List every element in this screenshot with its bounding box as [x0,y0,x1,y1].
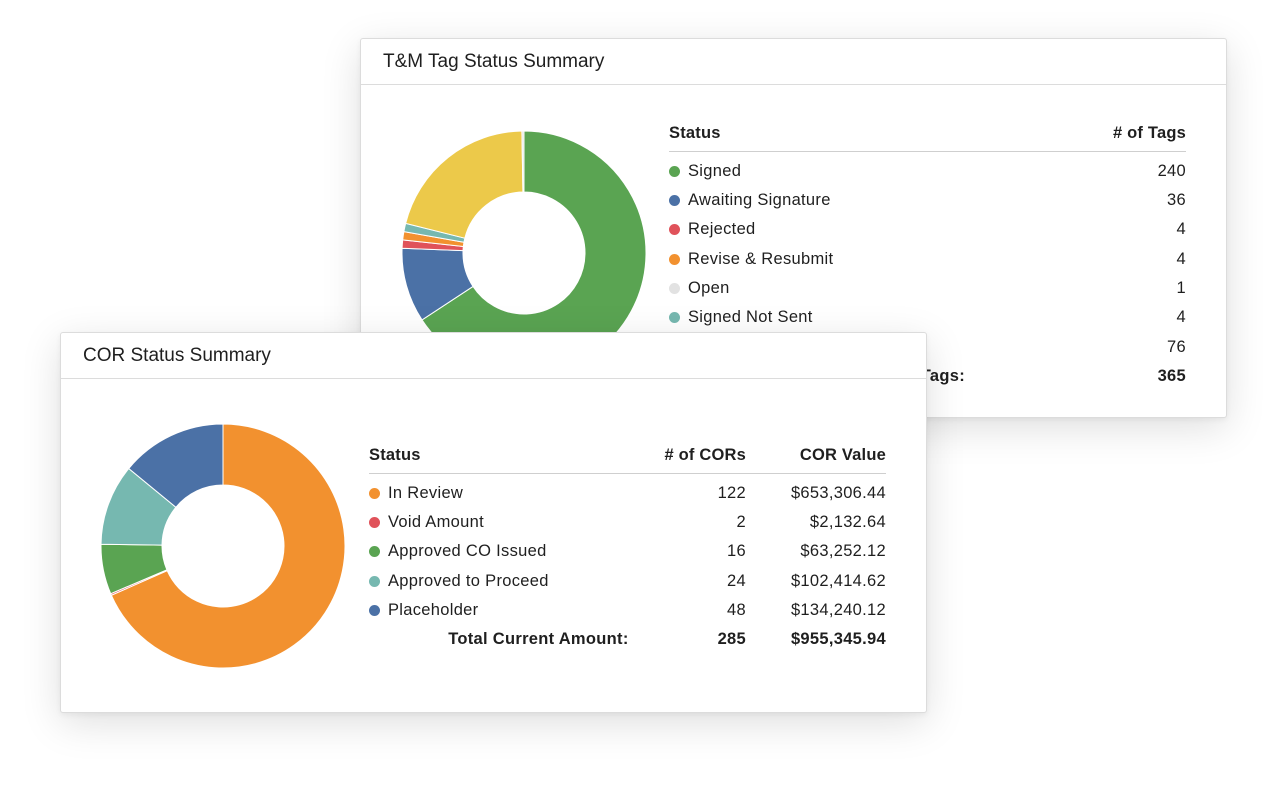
cor-status-cell: Approved to Proceed [369,567,629,596]
cor-status-label: Void Amount [388,513,484,532]
cor-status-card: COR Status Summary Status # of CORs COR … [60,332,927,713]
status-dot-icon [369,546,380,558]
tm-count-header: # of Tags [1059,124,1186,152]
status-dot-icon [669,195,680,207]
cor-status-table: Status # of CORs COR Value In Review 122 $… [369,446,886,654]
status-dot-icon [369,488,380,500]
cor-status-cell: Placeholder [369,596,629,625]
cor-donut-chart [100,423,346,669]
tm-status-row: Awaiting Signature 36 [669,186,1186,215]
tm-status-row: Rejected 4 [669,215,1186,244]
cor-count-cell: 24 [727,571,746,590]
cor-status-row: Approved CO Issued 16 $63,252.12 [369,537,886,566]
cor-total-value: $955,345.94 [790,630,886,649]
cor-total-label: Total Current Amount: [448,630,629,649]
cor-status-header: Status [369,446,629,474]
cor-status-cell: In Review [369,473,629,508]
cor-slice-in-review [110,423,346,669]
tm-status-row: Signed 240 [669,151,1186,186]
cor-value-cell: $63,252.12 [800,542,886,561]
tm-count-cell: 76 [1167,337,1186,356]
cor-count-header: # of CORs [628,446,746,474]
tm-count-cell: 1 [1176,279,1186,298]
tm-status-cell: Signed Not Sent [669,303,1059,332]
tm-status-table: Status # of Tags Signed 240 Awaiting Signa… [669,124,1186,391]
status-dot-icon [669,283,680,295]
tm-card-title: T&M Tag Status Summary [361,39,1226,85]
tm-total-value: 365 [1157,366,1186,385]
tm-status-row: Revise & Resubmit 4 [669,245,1186,274]
tm-status-row: Open 1 [669,274,1186,303]
cor-total-row: Total Current Amount: 285 $955,345.94 [369,625,886,654]
cor-value-header: COR Value [746,446,886,474]
cor-status-label: Placeholder [388,601,479,620]
cor-status-label: In Review [388,484,464,503]
cor-card-title: COR Status Summary [61,333,926,379]
cor-count-cell: 122 [717,484,746,503]
cor-value-cell: $134,240.12 [790,601,886,620]
tm-status-header: Status [669,124,1060,152]
cor-status-cell: Approved CO Issued [369,537,629,566]
tm-status-row: Signed Not Sent 4 [669,303,1186,332]
tm-status-row: 76 [669,332,1186,361]
tm-slice-unlabeled [405,130,524,239]
cor-total-count: 285 [717,630,746,649]
status-dot-icon [369,517,380,529]
cor-status-label: Approved CO Issued [388,542,547,561]
cor-count-cell: 16 [727,542,746,561]
tm-status-label: Rejected [688,220,756,239]
tm-count-cell: 4 [1176,308,1186,327]
cor-value-cell: $2,132.64 [809,513,886,532]
cor-value-cell: $102,414.62 [790,571,886,590]
cor-status-row: Placeholder 48 $134,240.12 [369,596,886,625]
cor-status-label: Approved to Proceed [388,571,549,590]
tm-count-cell: 4 [1176,220,1186,239]
status-dot-icon [669,224,680,236]
tm-count-cell: 240 [1157,162,1186,181]
status-dot-icon [669,166,680,178]
cor-slice-placeholder [128,423,224,508]
tm-status-cell: Signed [669,151,1059,186]
tm-status-cell: Revise & Resubmit [669,245,1059,274]
status-dot-icon [669,312,680,324]
tm-count-cell: 36 [1167,191,1186,210]
cor-status-row: In Review 122 $653,306.44 [369,473,886,508]
cor-status-cell: Void Amount [369,508,629,537]
cor-status-row: Approved to Proceed 24 $102,414.62 [369,567,886,596]
status-dot-icon [669,253,680,265]
tm-status-cell: Rejected [669,215,1059,244]
status-dot-icon [369,605,380,617]
cor-count-cell: 2 [736,513,746,532]
tm-status-label: Awaiting Signature [688,191,831,210]
tm-status-label: Signed Not Sent [688,308,813,327]
tm-status-label: Open [688,279,730,298]
cor-count-cell: 48 [727,601,746,620]
tm-status-label: Revise & Resubmit [688,249,834,268]
tm-count-cell: 4 [1176,249,1186,268]
tm-slice-open [521,130,525,193]
tm-status-cell: Open [669,274,1059,303]
tm-donut-chart [401,130,647,376]
cor-status-row: Void Amount 2 $2,132.64 [369,508,886,537]
status-dot-icon [369,575,380,587]
cor-value-cell: $653,306.44 [790,484,886,503]
tm-status-cell: Awaiting Signature [669,186,1059,215]
tm-status-label: Signed [688,162,742,181]
